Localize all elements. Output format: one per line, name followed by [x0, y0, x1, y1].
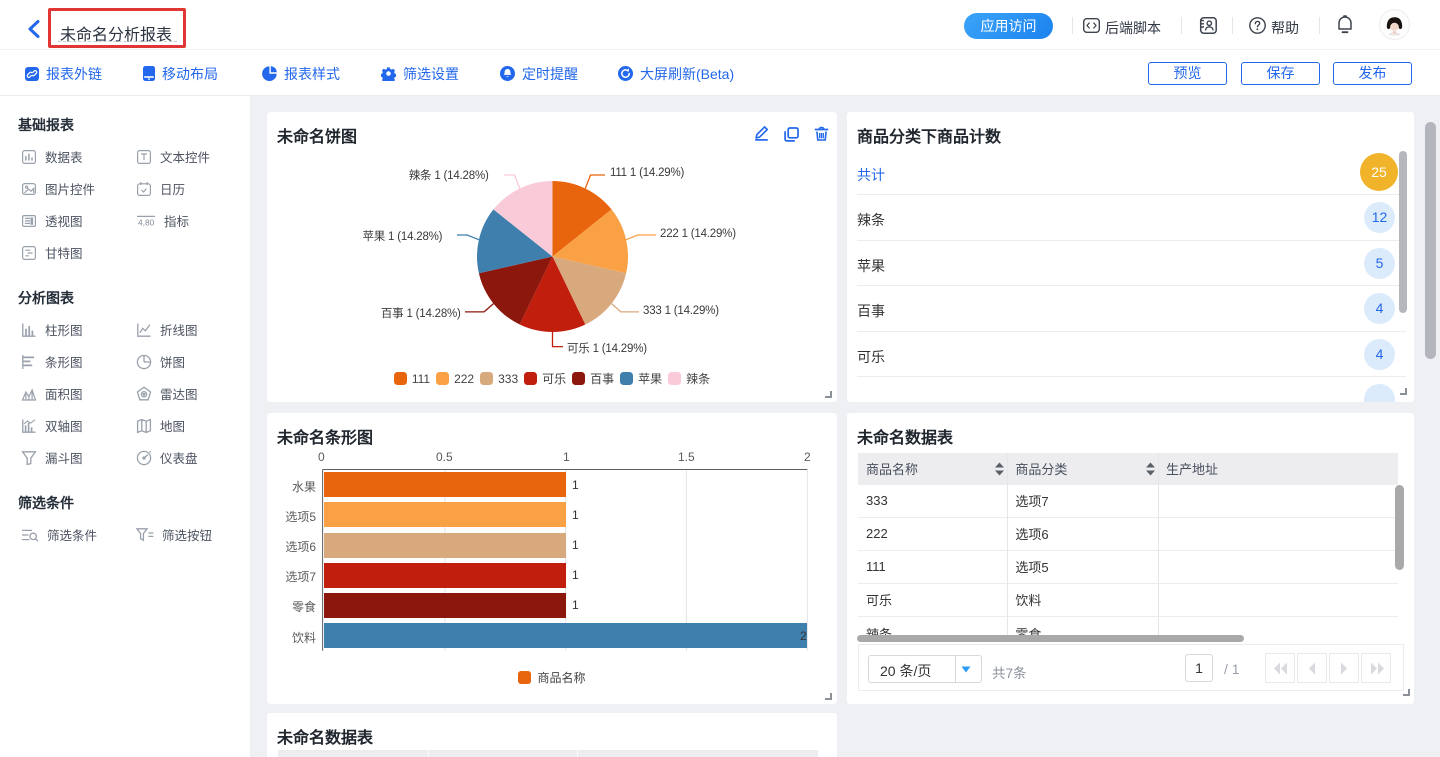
svg-text:4,80: 4,80 [138, 217, 155, 227]
